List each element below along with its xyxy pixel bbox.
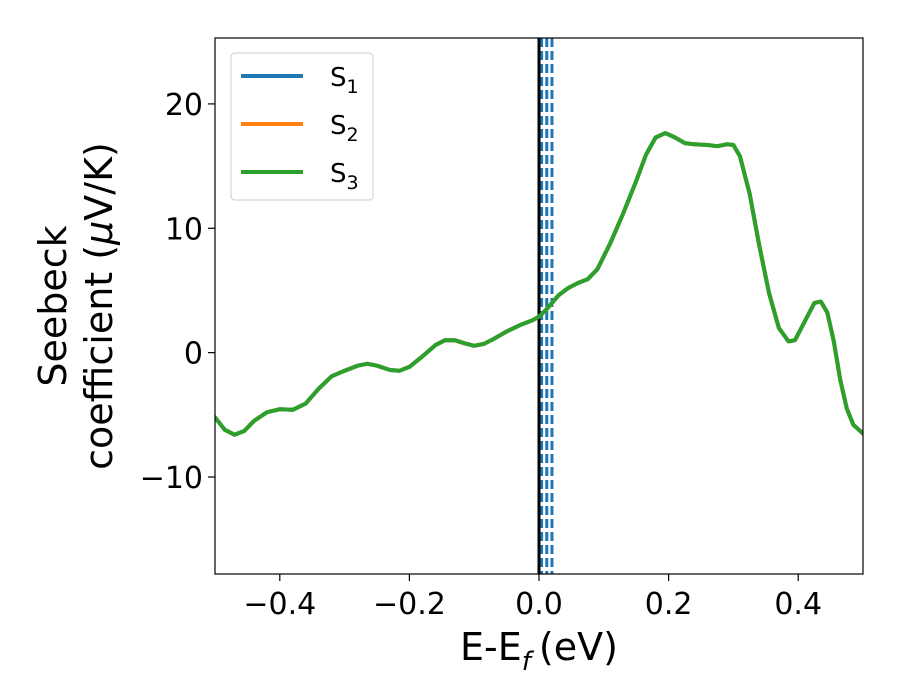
y-tick-label: −10: [140, 461, 203, 496]
x-axis-label-sub: f: [522, 647, 535, 677]
y-axis-label: Seebeck coefficient (μV/K): [31, 142, 121, 470]
x-axis-label-main: E-E: [460, 625, 522, 669]
legend-box: [230, 52, 374, 201]
y-axis-label-prefix: coefficient (: [77, 245, 121, 470]
x-tick-label: 0.2: [645, 587, 693, 622]
x-axis-label: E-Ef (eV): [460, 625, 618, 677]
legend-label-s3: S3: [330, 159, 359, 194]
series-line-s3: [215, 131, 863, 437]
y-tick-label: 20: [165, 88, 203, 123]
x-tick-label: −0.2: [373, 587, 446, 622]
y-axis-label-mu: μ: [77, 221, 121, 246]
y-tick-label: 0: [184, 337, 203, 372]
y-axis-label-line1: Seebeck: [31, 225, 75, 386]
legend: S1 S2 S3: [230, 52, 374, 201]
x-tick-label: −0.4: [243, 587, 316, 622]
x-tick-label: 0.4: [774, 587, 822, 622]
legend-label-s1: S1: [330, 63, 359, 98]
plot-area: [215, 38, 863, 574]
y-axis-label-line2: coefficient (μV/K): [77, 142, 121, 470]
y-axis-label-unit: V/K): [77, 142, 121, 221]
y-tick-label: 10: [165, 212, 203, 247]
plot-frame: [214, 37, 864, 575]
legend-label-s2: S2: [330, 111, 359, 146]
plot-layer: [215, 38, 863, 574]
x-axis-label-unit: (eV): [539, 625, 618, 669]
ticks-layer: −0.4 −0.2 0.0 0.2 0.4 −10 0 10 20: [140, 88, 822, 622]
x-tick-label: 0.0: [515, 587, 563, 622]
